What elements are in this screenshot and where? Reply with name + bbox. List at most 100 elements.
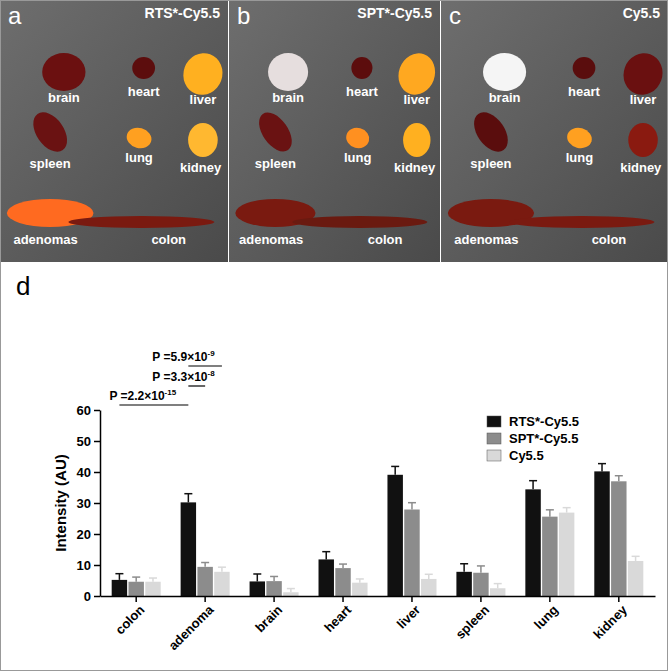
bar (611, 481, 626, 596)
organ-image (344, 125, 372, 150)
legend-label: RTS*-Cy5.5 (509, 414, 579, 429)
organ-label: lung (125, 150, 152, 165)
bar (421, 579, 436, 596)
tick: 10 (77, 558, 100, 573)
bar (594, 471, 609, 596)
organ-label: liver (403, 92, 430, 107)
error-cap (339, 563, 347, 565)
tick-label: 40 (77, 465, 91, 480)
bar (197, 567, 212, 596)
error-cap (201, 562, 209, 564)
legend: RTS*-Cy5.5 SPT*-Cy5.5 Cy5.5 (487, 414, 579, 463)
bar (628, 561, 643, 596)
bar (214, 572, 229, 596)
legend-swatch (487, 450, 501, 461)
error-cap (270, 576, 278, 578)
error-cap (184, 493, 192, 495)
organ-label: lung (566, 150, 593, 165)
bar (145, 582, 160, 596)
tick-mark (135, 596, 137, 602)
series (145, 508, 643, 596)
tick-mark (94, 472, 100, 474)
error-bar (463, 564, 465, 572)
tick-label: 10 (77, 558, 91, 573)
panel-background (229, 0, 440, 262)
legend-entry: SPT*-Cy5.5 (487, 431, 578, 446)
tick: adenoma (165, 596, 217, 653)
organ-image (252, 107, 298, 158)
error-bar (618, 476, 620, 482)
organ-image (509, 216, 654, 228)
legend-swatch (487, 416, 501, 427)
tick-mark (94, 503, 100, 505)
legend-swatch (487, 433, 501, 444)
error-cap (132, 576, 140, 578)
tick-label: lung (531, 602, 561, 632)
error-cap (253, 573, 261, 575)
organ-label: adenomas (454, 232, 518, 247)
organ-label: liver (630, 92, 657, 107)
bar (542, 517, 557, 596)
bar (335, 568, 350, 596)
panel-title: RTS*-Cy5.5 (145, 5, 221, 21)
bar (352, 583, 367, 596)
organ-image (483, 53, 526, 91)
error-cap (477, 565, 485, 567)
bar (490, 588, 505, 596)
organ-label: spleen (30, 156, 71, 171)
panel-title: Cy5.5 (623, 5, 661, 21)
tick: kidney (590, 596, 630, 642)
error-cap (598, 463, 606, 465)
organ-label: brain (48, 90, 80, 105)
bar (250, 581, 265, 596)
annotation-text: P =2.2×10-15 (109, 388, 176, 403)
annotation-exponent: -15 (165, 388, 177, 397)
error-bar (257, 574, 259, 581)
organ-image (268, 53, 308, 91)
annotation-bracket (188, 385, 205, 386)
bar (319, 559, 334, 596)
tick-mark (273, 596, 275, 602)
annotation-base: P =3.3×10 (152, 370, 207, 384)
tick-label: liver (394, 602, 424, 632)
organ-image (68, 216, 214, 228)
tick: colon (112, 596, 147, 637)
tick-label: 30 (77, 496, 91, 511)
tick-label: adenoma (165, 602, 217, 654)
error-cap (494, 583, 502, 585)
tick-label: kidney (590, 602, 630, 642)
error-cap (391, 466, 399, 468)
y-axis: 0102030405060 (77, 403, 101, 604)
organ-image (565, 125, 594, 151)
error-cap (529, 480, 537, 482)
organ-image (351, 57, 372, 79)
organ-label: brain (272, 90, 304, 105)
organ-label: kidney (394, 160, 436, 175)
bar (559, 513, 574, 596)
background (0, 0, 668, 671)
organ-image (124, 125, 153, 151)
annotation-bracket (188, 365, 222, 366)
organ-label: brain (489, 90, 521, 105)
organ-image (292, 216, 427, 228)
figure: brain heart liver spleen lung kidney adenomas c… (0, 0, 668, 671)
tick-mark (411, 596, 413, 602)
bar (128, 582, 143, 596)
bar (456, 572, 471, 596)
organ-image (628, 123, 658, 157)
organ-label: heart (128, 84, 160, 99)
error-bar (119, 574, 121, 580)
error-bar (480, 566, 482, 573)
organ-image (42, 53, 85, 91)
tick-mark (618, 596, 620, 602)
organ-label: adenomas (13, 232, 77, 247)
annotation-base: P =5.9×10 (152, 350, 207, 364)
error-bar (411, 503, 413, 510)
tick-mark (94, 596, 100, 598)
annotation-exponent: -8 (208, 369, 216, 378)
tick: spleen (452, 596, 492, 642)
organ-label: heart (568, 84, 600, 99)
error-cap (425, 574, 433, 576)
tick: 20 (77, 527, 100, 542)
legend-entry: Cy5.5 (487, 448, 544, 463)
